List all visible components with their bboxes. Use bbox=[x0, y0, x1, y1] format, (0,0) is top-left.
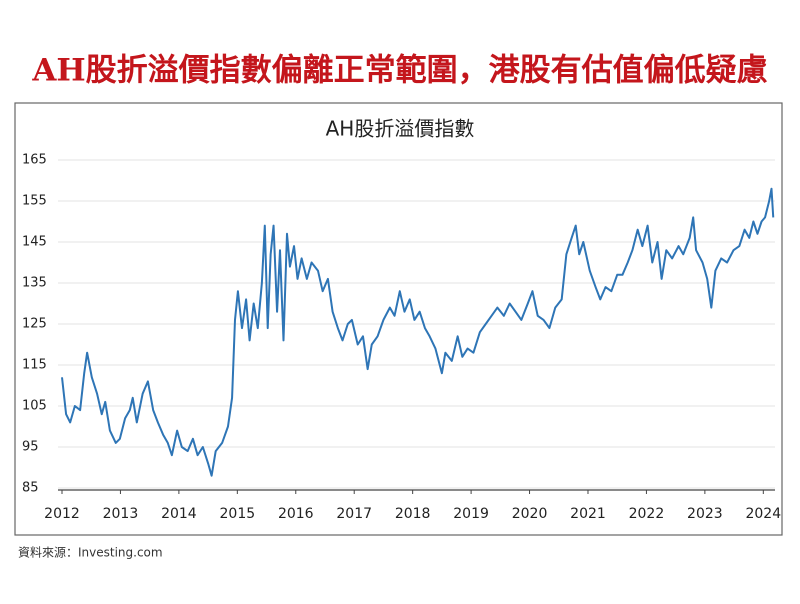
data-line bbox=[61, 187, 775, 477]
x-tick-label: 2024 bbox=[745, 506, 781, 522]
x-tick-label: 2023 bbox=[687, 506, 723, 522]
y-tick-label: 165 bbox=[22, 153, 47, 168]
y-tick-label: 115 bbox=[22, 358, 47, 373]
y-tick-label: 105 bbox=[22, 399, 47, 414]
x-tick-label: 2020 bbox=[512, 506, 548, 522]
headline: AH股折溢價指數偏離正常範圍，港股有估值偏低疑慮 bbox=[31, 53, 767, 89]
y-tick-label: 95 bbox=[22, 440, 39, 455]
x-tick-label: 2012 bbox=[44, 506, 80, 522]
x-tick-label: 2013 bbox=[103, 506, 139, 522]
y-tick-label: 145 bbox=[22, 235, 47, 250]
y-tick-label: 85 bbox=[22, 481, 39, 496]
x-tick-label: 2022 bbox=[629, 506, 665, 522]
source-note: 資料來源：Investing.com bbox=[18, 546, 163, 560]
x-tick-label: 2021 bbox=[570, 506, 606, 522]
x-tick-label: 2014 bbox=[161, 506, 197, 522]
x-tick-label: 2015 bbox=[220, 506, 256, 522]
y-tick-label: 155 bbox=[22, 194, 47, 209]
y-tick-label: 125 bbox=[22, 317, 47, 332]
chart-title: AH股折溢價指數 bbox=[326, 117, 475, 141]
x-tick-label: 2017 bbox=[336, 506, 372, 522]
x-tick-label: 2019 bbox=[453, 506, 489, 522]
y-tick-label: 135 bbox=[22, 276, 47, 291]
x-tick-label: 2018 bbox=[395, 506, 431, 522]
chart-frame bbox=[14, 102, 783, 536]
x-tick-label: 2016 bbox=[278, 506, 314, 522]
